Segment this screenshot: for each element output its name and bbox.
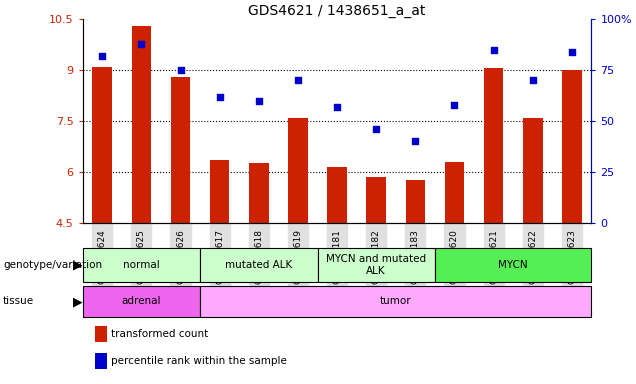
Bar — [132, 26, 151, 223]
Point — [450, 102, 460, 108]
Point — [488, 47, 499, 53]
Bar — [200, 286, 591, 317]
Point — [567, 49, 577, 55]
Point — [293, 77, 303, 83]
Bar — [200, 248, 317, 282]
Bar — [83, 286, 200, 317]
Text: transformed count: transformed count — [111, 329, 209, 339]
Text: genotype/variation: genotype/variation — [3, 260, 102, 270]
Text: adrenal: adrenal — [121, 296, 161, 306]
Bar — [317, 248, 435, 282]
Text: tissue: tissue — [3, 296, 34, 306]
Bar — [170, 77, 190, 223]
Bar — [92, 67, 112, 223]
Bar — [83, 248, 200, 282]
Bar — [328, 167, 347, 223]
Point — [528, 77, 538, 83]
Bar — [445, 162, 464, 223]
Point — [214, 93, 225, 99]
Point — [254, 98, 264, 104]
Bar — [435, 248, 591, 282]
Bar — [366, 177, 386, 223]
Bar — [562, 70, 582, 223]
Point — [410, 138, 420, 144]
Text: percentile rank within the sample: percentile rank within the sample — [111, 356, 287, 366]
Title: GDS4621 / 1438651_a_at: GDS4621 / 1438651_a_at — [249, 4, 425, 18]
Text: MYCN: MYCN — [499, 260, 528, 270]
Point — [136, 41, 146, 47]
Text: ▶: ▶ — [73, 258, 83, 271]
Text: normal: normal — [123, 260, 160, 270]
Point — [97, 53, 107, 59]
Point — [371, 126, 382, 132]
Text: ▶: ▶ — [73, 295, 83, 308]
Bar — [288, 118, 308, 223]
Text: MYCN and mutated
ALK: MYCN and mutated ALK — [326, 254, 426, 276]
Point — [332, 104, 342, 110]
Bar — [523, 118, 543, 223]
Text: tumor: tumor — [380, 296, 411, 306]
Point — [176, 67, 186, 73]
Text: mutated ALK: mutated ALK — [225, 260, 293, 270]
Bar — [406, 180, 425, 223]
Bar — [249, 163, 268, 223]
Bar — [484, 68, 504, 223]
Bar — [210, 160, 230, 223]
